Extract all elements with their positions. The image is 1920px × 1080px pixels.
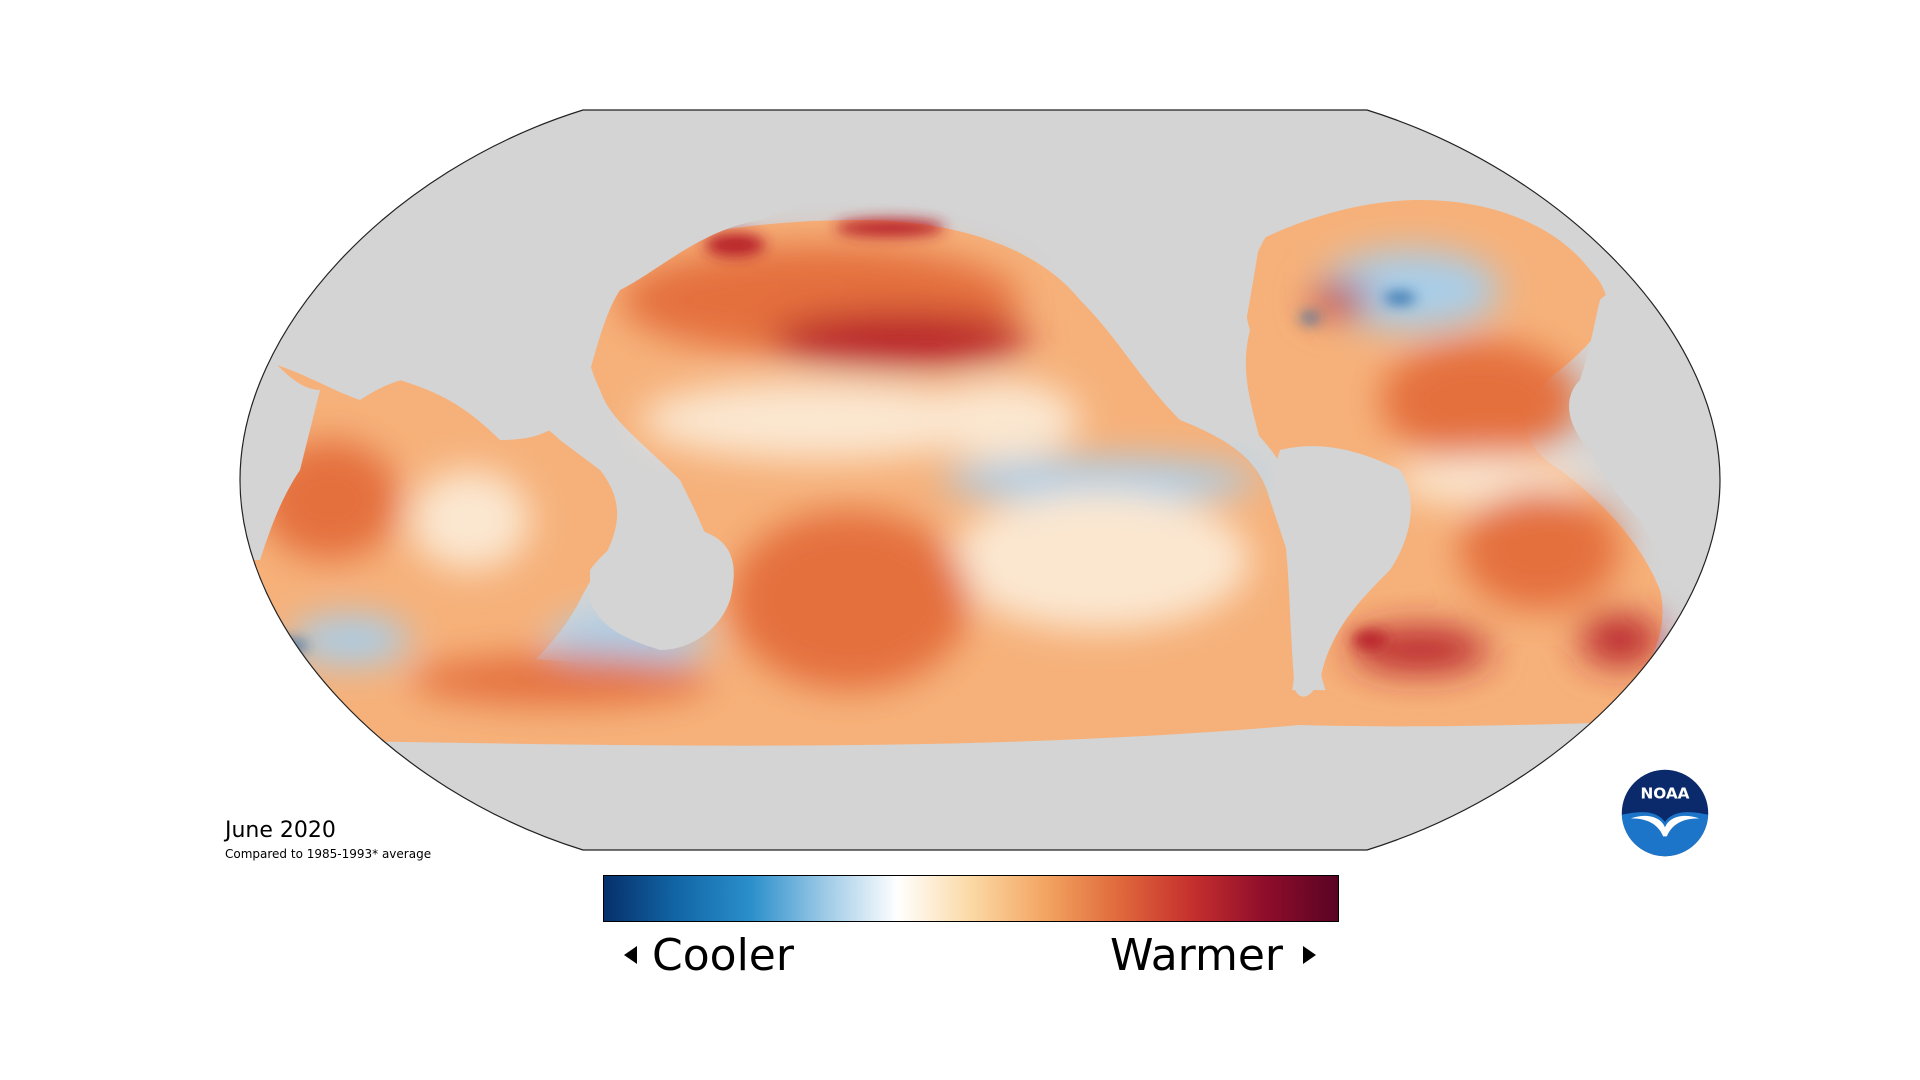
warmer-label: Warmer xyxy=(1110,930,1283,981)
date-label: June 2020 xyxy=(225,818,336,843)
baseline-note: Compared to 1985-1993* average xyxy=(225,847,432,861)
cooler-label: Cooler xyxy=(652,930,794,981)
logo-text: NOAA xyxy=(1640,785,1689,803)
right-arrow-icon xyxy=(1303,946,1316,964)
noaa-logo: NOAA xyxy=(1621,769,1709,857)
left-arrow-icon xyxy=(624,946,637,964)
globe-outline xyxy=(239,109,1721,851)
colorbar xyxy=(603,875,1339,922)
anomaly-detail xyxy=(272,219,1416,652)
anomaly-blobs xyxy=(260,245,1660,705)
